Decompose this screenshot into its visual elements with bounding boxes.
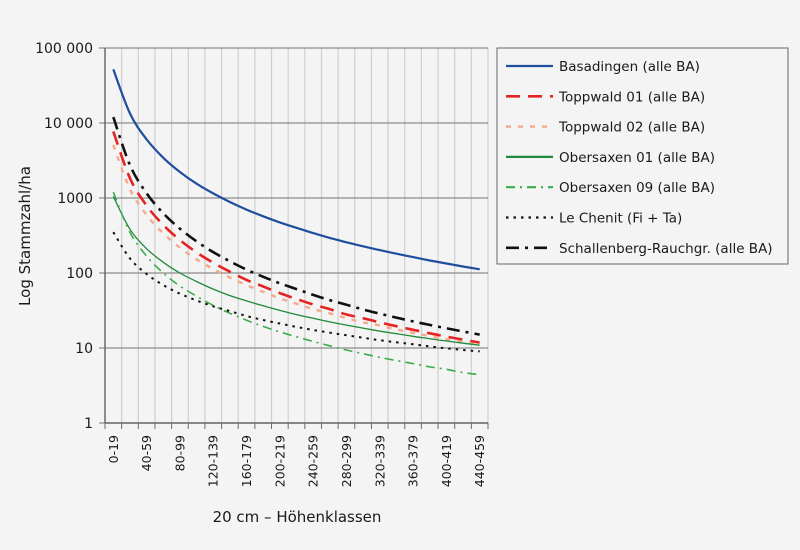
y-tick-label: 10 000 — [44, 116, 93, 132]
x-tick-label: 200-219 — [272, 435, 287, 487]
y-tick-label: 100 — [66, 266, 93, 282]
legend-label-7: Schallenberg-Rauchgr. (alle BA) — [559, 241, 773, 257]
x-tick-label: 320-339 — [372, 435, 387, 487]
x-tick-label: 240-259 — [306, 435, 321, 487]
x-axis-title: 20 cm – Höhenklassen — [213, 508, 382, 526]
y-axis-title: Log Stammzahl/ha — [16, 166, 34, 306]
x-tick-label: 160-179 — [239, 435, 254, 487]
grid — [99, 47, 489, 424]
legend-label-1: Basadingen (alle BA) — [559, 59, 700, 75]
series-line-2 — [112, 131, 480, 344]
series-line-4 — [112, 196, 480, 346]
series-line-1 — [112, 68, 480, 271]
x-tick-label: 400-419 — [439, 435, 454, 487]
legend-label-2: Toppwald 01 (alle BA) — [558, 89, 705, 105]
plot-area — [105, 48, 488, 423]
series-line-7 — [112, 116, 480, 336]
legend-label-6: Le Chenit (Fi + Ta) — [559, 211, 682, 227]
y-tick-label: 100 000 — [35, 41, 93, 57]
axes: 1 10 100 1000 10 000 100 000 0-19 40-59 80-99 120… — [35, 41, 489, 487]
legend-label-4: Obersaxen 01 (alle BA) — [559, 150, 715, 166]
y-tick-label: 1 — [84, 416, 93, 432]
series-line-3 — [112, 144, 480, 347]
x-tick-label: 40-59 — [139, 435, 154, 471]
legend-label-3: Toppwald 02 (alle BA) — [558, 120, 705, 136]
x-tick-label: 360-379 — [406, 435, 421, 487]
legend: Basadingen (alle BA) Toppwald 01 (alle BA… — [496, 47, 789, 265]
x-tick-label: 80-99 — [172, 435, 187, 471]
x-tick-label: 120-139 — [206, 435, 221, 487]
x-tick-label: 280-299 — [339, 435, 354, 487]
x-tick-label: 440-459 — [472, 435, 487, 487]
legend-label-5: Obersaxen 09 (alle BA) — [559, 180, 715, 196]
x-tick-label: 0-19 — [106, 435, 121, 463]
y-tick-label: 1000 — [57, 191, 93, 207]
series-line-5 — [112, 191, 480, 376]
series-layer — [112, 68, 480, 376]
y-tick-label: 10 — [75, 341, 93, 357]
